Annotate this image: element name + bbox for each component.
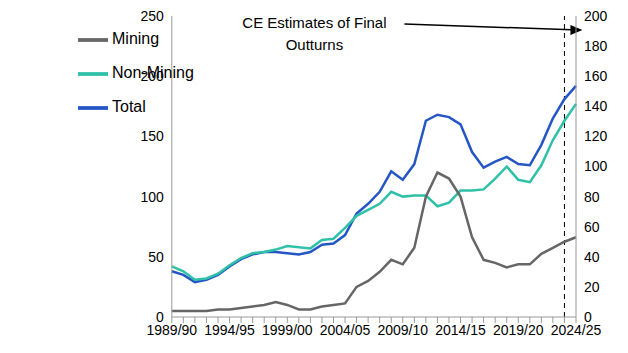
svg-text:200: 200 xyxy=(140,68,164,84)
svg-text:180: 180 xyxy=(584,38,608,54)
svg-text:60: 60 xyxy=(584,219,600,235)
svg-text:2014/15: 2014/15 xyxy=(435,322,486,338)
svg-text:2024/25: 2024/25 xyxy=(551,322,602,338)
svg-text:0: 0 xyxy=(156,309,164,325)
svg-text:100: 100 xyxy=(140,189,164,205)
svg-text:2009/10: 2009/10 xyxy=(377,322,428,338)
svg-text:0: 0 xyxy=(584,309,592,325)
svg-text:2019/20: 2019/20 xyxy=(493,322,544,338)
svg-text:140: 140 xyxy=(584,98,608,114)
svg-text:1994/95: 1994/95 xyxy=(204,322,255,338)
svg-text:250: 250 xyxy=(140,8,164,24)
svg-text:80: 80 xyxy=(584,189,600,205)
svg-text:160: 160 xyxy=(584,68,608,84)
svg-text:CE Estimates of Final: CE Estimates of Final xyxy=(242,14,386,31)
svg-text:120: 120 xyxy=(584,128,608,144)
svg-text:100: 100 xyxy=(584,158,608,174)
svg-text:1999/00: 1999/00 xyxy=(262,322,313,338)
svg-text:40: 40 xyxy=(584,249,600,265)
svg-text:150: 150 xyxy=(140,128,164,144)
svg-text:200: 200 xyxy=(584,8,608,24)
svg-text:1989/90: 1989/90 xyxy=(147,322,198,338)
svg-text:2004/05: 2004/05 xyxy=(320,322,371,338)
svg-text:20: 20 xyxy=(584,279,600,295)
svg-text:50: 50 xyxy=(148,249,164,265)
svg-text:Outturns: Outturns xyxy=(286,36,344,53)
